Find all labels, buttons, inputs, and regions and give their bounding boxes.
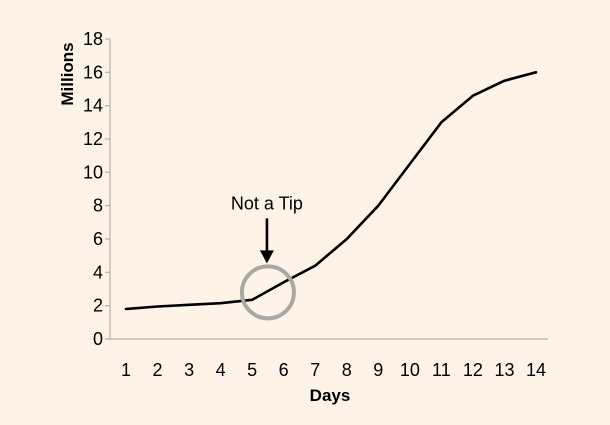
series-group bbox=[124, 71, 538, 311]
annotation-arrow-head bbox=[259, 250, 274, 264]
x-tick-label: 11 bbox=[432, 360, 451, 380]
x-axis-title: Days bbox=[310, 386, 351, 405]
x-tick-label: 3 bbox=[184, 360, 194, 380]
x-tick-label: 4 bbox=[216, 360, 226, 380]
x-tick-label: 5 bbox=[247, 360, 257, 380]
x-tick-label: 14 bbox=[526, 360, 546, 380]
y-tick-label: 4 bbox=[93, 262, 103, 282]
x-tick-label: 9 bbox=[373, 360, 383, 380]
series-line bbox=[124, 71, 538, 311]
axes bbox=[105, 38, 548, 340]
annotation-label: Not a Tip bbox=[231, 193, 303, 213]
annotation-circle bbox=[239, 264, 296, 321]
y-tick-label: 2 bbox=[93, 296, 103, 316]
x-tick-label: 13 bbox=[494, 360, 514, 380]
y-tick-label: 12 bbox=[83, 129, 103, 149]
x-tick-label: 2 bbox=[153, 360, 163, 380]
y-tick-label: 14 bbox=[83, 96, 103, 116]
x-tick-label: 8 bbox=[342, 360, 352, 380]
y-tick-label: 16 bbox=[83, 62, 103, 82]
x-tick-label: 12 bbox=[463, 360, 483, 380]
y-axis-title: Millions bbox=[58, 42, 77, 105]
annotation-group: Not a Tip bbox=[231, 193, 303, 321]
x-tick-label: 7 bbox=[310, 360, 320, 380]
y-tick-label: 8 bbox=[93, 196, 103, 216]
y-tick-label: 18 bbox=[83, 29, 103, 49]
x-tick-label: 10 bbox=[400, 360, 420, 380]
x-tick-label: 1 bbox=[121, 360, 131, 380]
x-tick-label: 6 bbox=[279, 360, 289, 380]
y-tick-label: 0 bbox=[93, 329, 103, 349]
y-tick-label: 6 bbox=[93, 229, 103, 249]
y-tick-label: 10 bbox=[83, 162, 103, 182]
